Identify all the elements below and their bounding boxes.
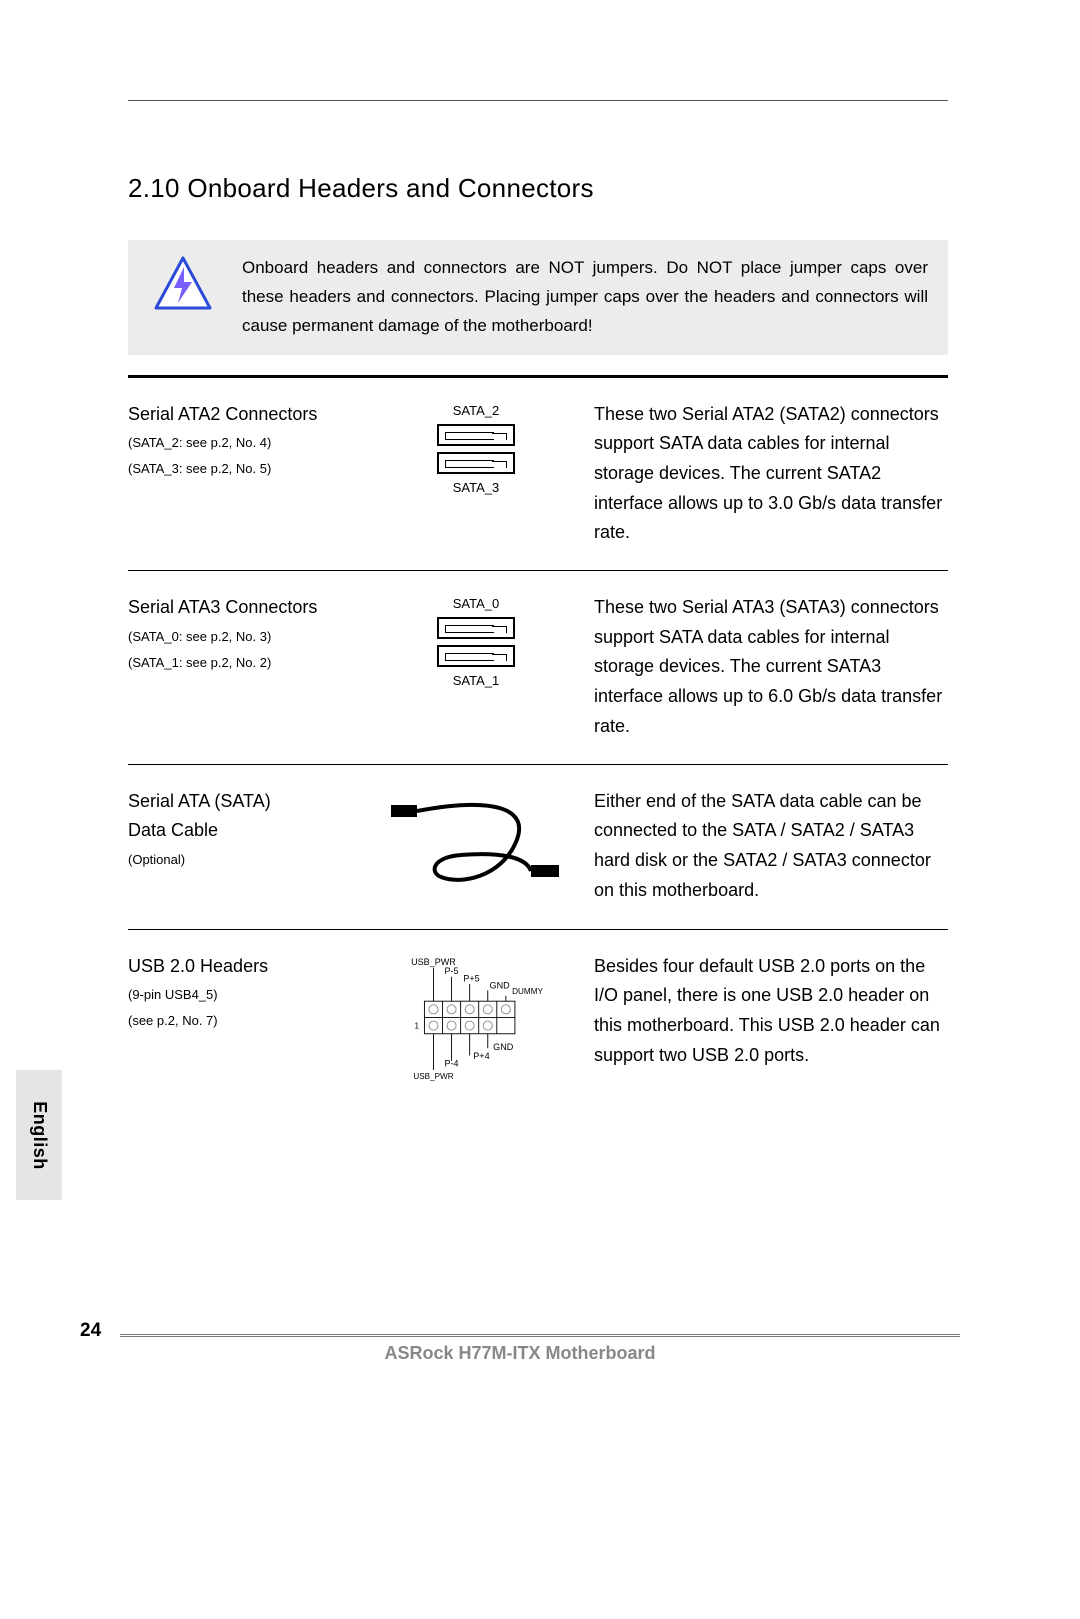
svg-text:P+5: P+5 bbox=[463, 973, 479, 983]
connector-row: USB 2.0 Headers(9-pin USB4_5)(see p.2, N… bbox=[128, 952, 948, 1092]
sata-cable-icon bbox=[381, 787, 571, 907]
warning-box: Onboard headers and connectors are NOT j… bbox=[128, 240, 948, 355]
row-diagram bbox=[376, 787, 576, 907]
row-divider bbox=[128, 929, 948, 930]
section-title-text: Onboard Headers and Connectors bbox=[187, 173, 593, 203]
row-left: Serial ATA2 Connectors(SATA_2: see p.2, … bbox=[128, 400, 358, 548]
footer-rule bbox=[120, 1334, 960, 1337]
sata-label: SATA_2 bbox=[453, 403, 499, 418]
sata-label: SATA_1 bbox=[453, 673, 499, 688]
row-title: Serial ATA3 Connectors bbox=[128, 593, 358, 623]
row-title: Serial ATA (SATA)Data Cable bbox=[128, 787, 358, 846]
row-diagram: USB_PWR P-5 P+5 GND DUMMY 1 GND P+4 bbox=[376, 952, 576, 1092]
row-title: Serial ATA2 Connectors bbox=[128, 400, 358, 430]
connector-row: Serial ATA3 Connectors(SATA_0: see p.2, … bbox=[128, 593, 948, 741]
svg-text:GND: GND bbox=[490, 980, 511, 990]
row-description: These two Serial ATA2 (SATA2) connectors… bbox=[594, 400, 948, 548]
usb-header-icon: USB_PWR P-5 P+5 GND DUMMY 1 GND P+4 bbox=[381, 952, 571, 1092]
row-description: These two Serial ATA3 (SATA3) connectors… bbox=[594, 593, 948, 741]
sata-label: SATA_3 bbox=[453, 480, 499, 495]
top-rule bbox=[128, 100, 948, 101]
page-footer: 24 ASRock H77M-ITX Motherboard bbox=[80, 1320, 960, 1364]
warning-text: Onboard headers and connectors are NOT j… bbox=[242, 254, 928, 341]
svg-text:P-5: P-5 bbox=[445, 966, 459, 976]
row-sub: (9-pin USB4_5) bbox=[128, 983, 358, 1007]
row-left: Serial ATA (SATA)Data Cable(Optional) bbox=[128, 787, 358, 907]
row-sub: (Optional) bbox=[128, 848, 358, 872]
row-left: USB 2.0 Headers(9-pin USB4_5)(see p.2, N… bbox=[128, 952, 358, 1092]
svg-text:GND: GND bbox=[493, 1042, 514, 1052]
row-sub: (SATA_3: see p.2, No. 5) bbox=[128, 457, 358, 481]
svg-text:P-4: P-4 bbox=[445, 1058, 459, 1068]
svg-text:1: 1 bbox=[414, 1021, 419, 1030]
section-title: 2.10 Onboard Headers and Connectors bbox=[128, 173, 948, 204]
sata-port-icon bbox=[437, 645, 515, 667]
language-tab: English bbox=[16, 1070, 62, 1200]
row-sub: (SATA_2: see p.2, No. 4) bbox=[128, 431, 358, 455]
row-divider bbox=[128, 570, 948, 571]
footer-product: ASRock H77M-ITX Motherboard bbox=[80, 1343, 960, 1364]
row-sub: (see p.2, No. 7) bbox=[128, 1009, 358, 1033]
warning-lightning-icon bbox=[148, 254, 218, 341]
sata-port-icon bbox=[437, 452, 515, 474]
row-divider bbox=[128, 764, 948, 765]
thick-rule bbox=[128, 375, 948, 378]
row-description: Either end of the SATA data cable can be… bbox=[594, 787, 948, 907]
row-description: Besides four default USB 2.0 ports on th… bbox=[594, 952, 948, 1092]
sata-port-icon bbox=[437, 617, 515, 639]
svg-text:P+4: P+4 bbox=[473, 1051, 489, 1061]
connector-row: Serial ATA2 Connectors(SATA_2: see p.2, … bbox=[128, 400, 948, 548]
svg-text:USB_PWR: USB_PWR bbox=[413, 1072, 453, 1081]
sata-port-icon bbox=[437, 424, 515, 446]
row-sub: (SATA_1: see p.2, No. 2) bbox=[128, 651, 358, 675]
row-diagram: SATA_0 SATA_1 bbox=[376, 593, 576, 741]
svg-text:DUMMY: DUMMY bbox=[512, 986, 543, 995]
language-label: English bbox=[29, 1101, 50, 1170]
section-number: 2.10 bbox=[128, 173, 180, 203]
sata-label: SATA_0 bbox=[453, 596, 499, 611]
row-title: USB 2.0 Headers bbox=[128, 952, 358, 982]
row-left: Serial ATA3 Connectors(SATA_0: see p.2, … bbox=[128, 593, 358, 741]
connector-row: Serial ATA (SATA)Data Cable(Optional) Ei… bbox=[128, 787, 948, 907]
row-sub: (SATA_0: see p.2, No. 3) bbox=[128, 625, 358, 649]
row-diagram: SATA_2 SATA_3 bbox=[376, 400, 576, 548]
page-number: 24 bbox=[80, 1320, 101, 1342]
